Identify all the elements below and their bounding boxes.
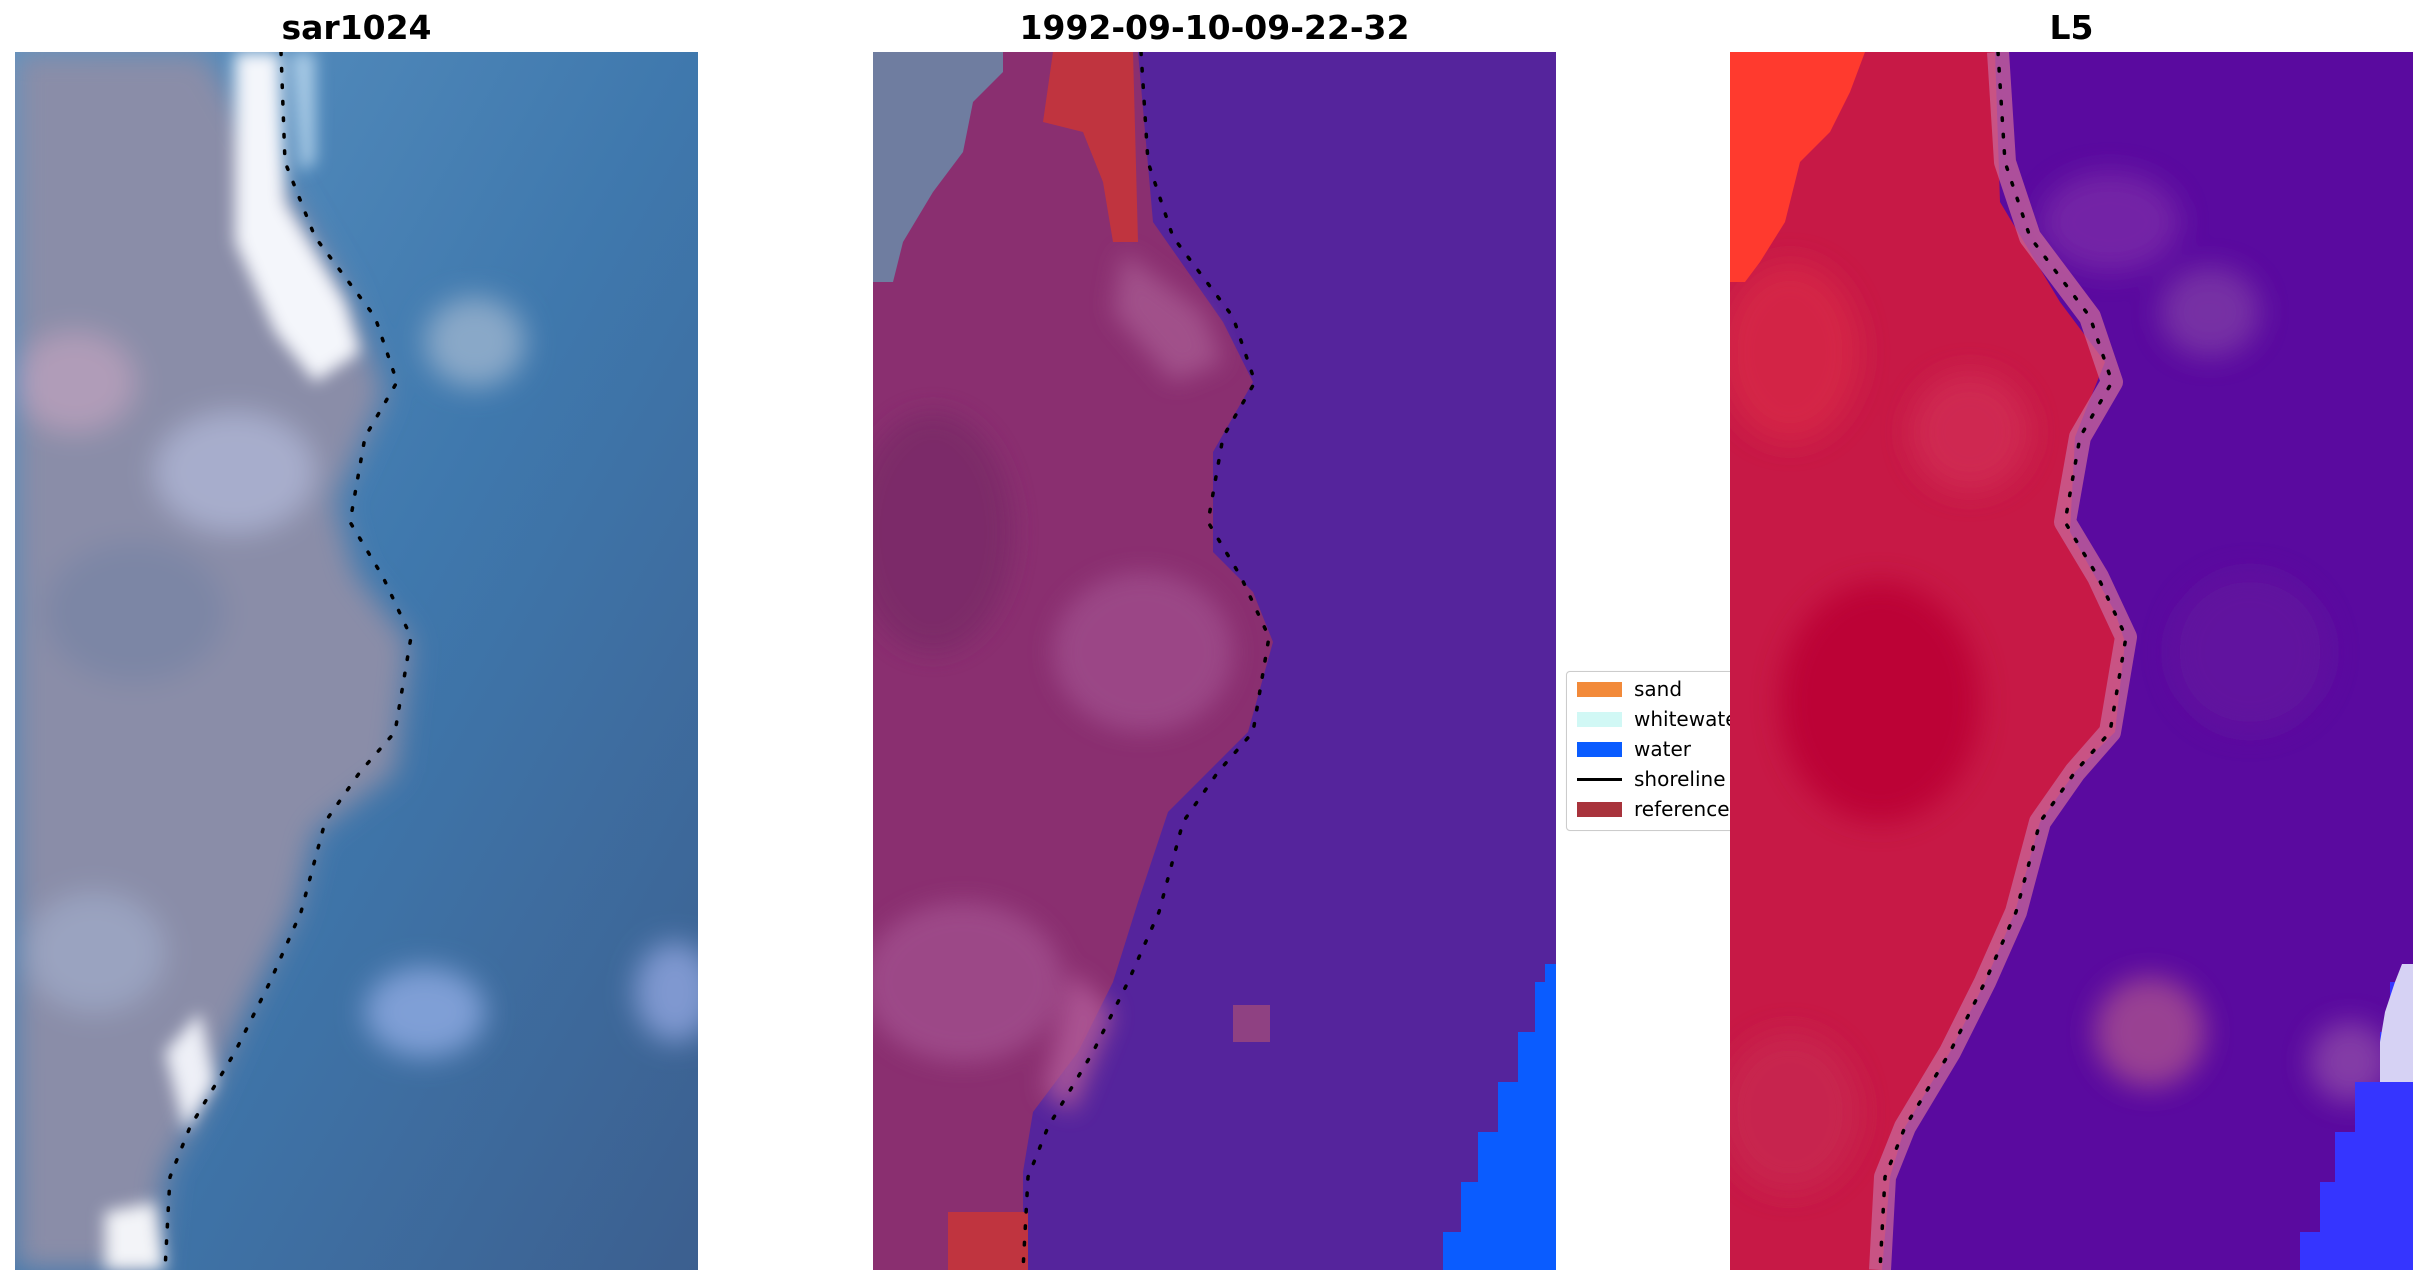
water-swatch bbox=[1577, 742, 1622, 757]
legend-item-sand: sand bbox=[1567, 674, 1734, 704]
reference-swatch bbox=[1577, 802, 1622, 817]
legend-item-water: water bbox=[1567, 734, 1734, 764]
legend-label: sand bbox=[1634, 677, 1683, 701]
probability-image bbox=[1730, 52, 2413, 1270]
legend-label: shoreline bbox=[1634, 767, 1726, 791]
legend-label: whitewater bbox=[1634, 707, 1746, 731]
legend-label: water bbox=[1634, 737, 1691, 761]
satellite-image bbox=[15, 52, 698, 1270]
legend-item-whitewater: whitewater bbox=[1567, 704, 1746, 734]
satellite-image-panel bbox=[15, 52, 698, 1270]
panel-title-sar1024: sar1024 bbox=[281, 8, 432, 47]
legend-item-reference: reference bbox=[1567, 794, 1734, 824]
legend-item-shoreline: shoreline bbox=[1567, 764, 1734, 794]
panel-title-date: 1992-09-10-09-22-32 bbox=[1019, 8, 1410, 47]
shoreline-line-swatch bbox=[1577, 778, 1622, 781]
legend-label: reference bbox=[1634, 797, 1730, 821]
probability-image-panel bbox=[1730, 52, 2413, 1270]
panel-title-l5: L5 bbox=[2049, 8, 2094, 47]
legend: sand whitewater water shoreline referenc… bbox=[1566, 671, 1746, 831]
whitewater-swatch bbox=[1577, 712, 1622, 727]
classified-image-panel bbox=[873, 52, 1556, 1270]
sand-swatch bbox=[1577, 682, 1622, 697]
classified-image bbox=[873, 52, 1556, 1270]
